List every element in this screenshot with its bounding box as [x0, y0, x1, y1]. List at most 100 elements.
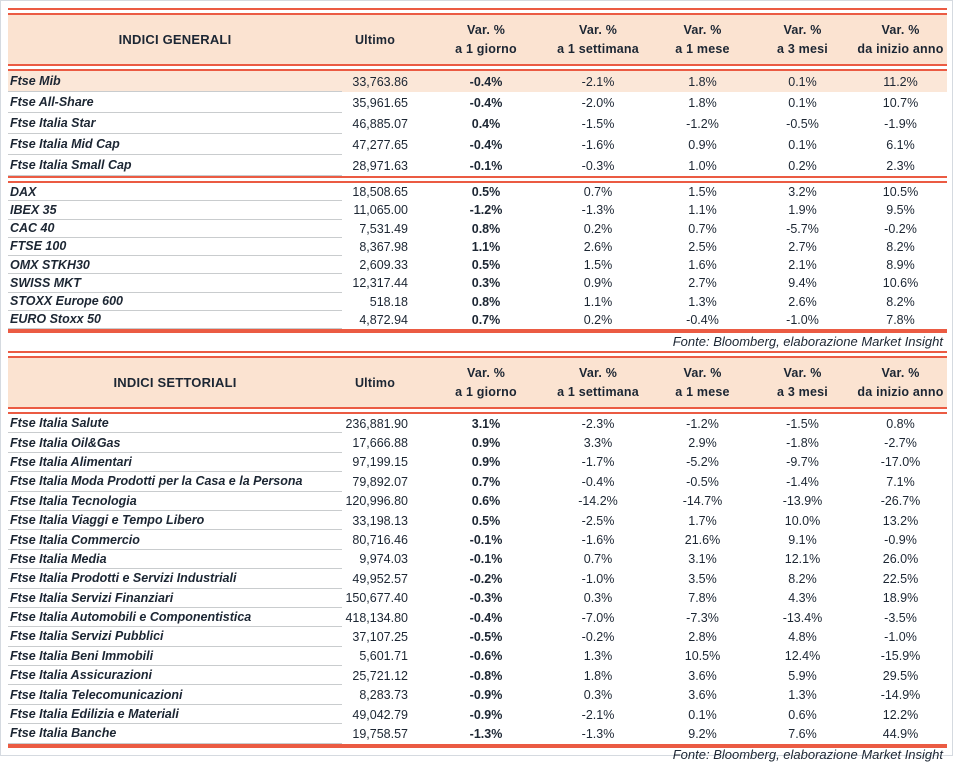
var-label: Var. %: [683, 365, 722, 380]
table-row: Ftse Italia Assicurazioni 25,721.12 -0.8% 1…: [8, 666, 947, 686]
var-3m-value: 2.7%: [788, 239, 817, 254]
ultimo-value: 418,134.80: [345, 610, 408, 625]
var-3m-value: 0.2%: [788, 158, 817, 173]
var-1d-value: 1.1%: [471, 239, 501, 254]
var-3m-value: -13.9%: [782, 494, 823, 509]
var-1m-value: 0.7%: [688, 221, 717, 236]
var-1d-value: -0.4%: [469, 137, 503, 152]
table-row: Ftse Italia Commercio 80,716.46 -0.1% -1.6%…: [8, 530, 947, 550]
var-ytd-value: 22.5%: [882, 571, 919, 586]
var-1m-value: 2.5%: [688, 239, 717, 254]
table-row: Ftse Italia Edilizia e Materiali 49,042.7…: [8, 705, 947, 725]
var-1m-value: 1.3%: [688, 294, 717, 309]
var-ytd-value: 7.1%: [886, 474, 915, 489]
period-label: a 1 giorno: [455, 384, 517, 399]
table-row: Ftse Italia Oil&Gas 17,666.88 0.9% 3.3% 2.9%…: [8, 433, 947, 453]
var-ytd-value: -26.7%: [880, 494, 921, 509]
table-title: INDICI GENERALI: [118, 32, 232, 47]
table-row: Ftse Italia Beni Immobili 5,601.71 -0.6% 1.…: [8, 647, 947, 667]
var-label: Var. %: [683, 22, 722, 37]
var-1d-value: 0.9%: [471, 455, 501, 470]
index-name: Ftse Italia Servizi Pubblici: [8, 627, 342, 647]
sector-indices-rows: Ftse Italia Salute 236,881.90 3.1% -2.3% -1.…: [8, 414, 947, 744]
table-row: IBEX 35 11,065.00 -1.2% -1.3% 1.1% 1.9% 9.5%: [8, 201, 947, 220]
col-header-ultimo: Ultimo: [354, 32, 396, 47]
var-1w-value: 1.8%: [583, 668, 613, 683]
var-1w-value: -1.6%: [581, 533, 615, 548]
period-label: da inizio anno: [857, 384, 944, 399]
ultimo-value: 49,952.57: [352, 571, 408, 586]
index-name: Ftse Italia Salute: [8, 414, 342, 434]
period-label: a 3 mesi: [777, 41, 828, 56]
var-3m-value: -1.8%: [786, 436, 819, 451]
var-ytd-value: 10.7%: [882, 95, 919, 110]
var-1w-value: -0.2%: [581, 629, 615, 644]
var-3m-value: -1.0%: [786, 312, 819, 327]
var-ytd-value: -0.2%: [884, 221, 917, 236]
var-1d-value: 0.5%: [471, 513, 501, 528]
var-1d-value: 0.8%: [471, 221, 501, 236]
var-ytd-value: -3.5%: [884, 610, 917, 625]
var-3m-value: 2.6%: [788, 294, 817, 309]
var-1w-value: -1.5%: [581, 116, 615, 131]
var-1w-value: 1.5%: [583, 258, 613, 273]
table-row: CAC 40 7,531.49 0.8% 0.2% 0.7% -5.7% -0.2%: [8, 220, 947, 238]
index-name: SWISS MKT: [8, 274, 342, 293]
var-1w-value: 0.7%: [583, 185, 613, 200]
var-3m-value: -5.7%: [786, 221, 819, 236]
var-ytd-value: 0.8%: [886, 416, 915, 431]
var-1w-value: -7.0%: [581, 610, 615, 625]
index-name: Ftse Italia Servizi Finanziari: [8, 589, 342, 608]
var-1d-value: -0.9%: [469, 707, 503, 722]
var-3m-value: -0.5%: [786, 116, 819, 131]
var-3m-value: -13.4%: [782, 610, 823, 625]
indici-generali-header: INDICI GENERALI Ultimo Var. % a 1 giorno…: [8, 15, 947, 64]
table-row: Ftse Italia Prodotti e Servizi Industria…: [8, 569, 947, 589]
index-name: Ftse Italia Moda Prodotti per la Casa e …: [8, 472, 342, 492]
table-row: Ftse Italia Telecomunicazioni 8,283.73 -0.…: [8, 685, 947, 705]
var-1m-value: -0.4%: [686, 312, 719, 327]
var-1w-value: -1.3%: [581, 726, 615, 741]
var-1m-value: 3.1%: [688, 552, 717, 567]
var-1w-value: -1.0%: [581, 571, 615, 586]
var-3m-value: 9.1%: [788, 533, 817, 548]
var-1w-value: 0.3%: [583, 688, 613, 703]
ultimo-value: 46,885.07: [352, 116, 408, 131]
ultimo-value: 28,971.63: [352, 158, 408, 173]
var-1w-value: 1.1%: [583, 294, 613, 309]
var-ytd-value: -1.9%: [884, 116, 917, 131]
var-1w-value: -1.7%: [581, 455, 615, 470]
var-ytd-value: 11.2%: [883, 74, 918, 89]
index-name: Ftse Italia Mid Cap: [8, 134, 342, 155]
var-1d-value: 3.1%: [471, 416, 501, 431]
table-title: INDICI SETTORIALI: [113, 375, 237, 390]
col-header-var-3m: Var. % a 3 mesi: [751, 364, 854, 402]
table-row: Ftse Italia Small Cap 28,971.63 -0.1% -0.3%…: [8, 155, 947, 176]
index-name: Ftse Italia Alimentari: [8, 453, 342, 473]
var-label: Var. %: [466, 365, 506, 380]
col-header-var-1w: Var. % a 1 settimana: [542, 21, 654, 59]
var-3m-value: 12.1%: [784, 552, 821, 567]
var-1d-value: -0.1%: [469, 158, 503, 173]
table-row: SWISS MKT 12,317.44 0.3% 0.9% 2.7% 9.4% 10.6%: [8, 274, 947, 293]
table-row: EURO Stoxx 50 4,872.94 0.7% 0.2% -0.4% -1.0% 7…: [8, 311, 947, 329]
index-name: Ftse Italia Oil&Gas: [8, 433, 342, 453]
var-1m-value: 1.0%: [688, 158, 717, 173]
var-1m-value: 1.8%: [688, 74, 717, 89]
var-1m-value: 2.7%: [688, 276, 717, 291]
table-row: Ftse Mib 33,763.86 -0.4% -2.1% 1.8% 0.1% 11.2%: [8, 71, 947, 92]
ultimo-value: 37,107.25: [352, 629, 408, 644]
var-1w-value: -2.0%: [581, 95, 615, 110]
index-name: Ftse Italia Edilizia e Materiali: [8, 705, 342, 725]
var-1d-value: -0.1%: [469, 533, 503, 548]
index-name: Ftse Italia Prodotti e Servizi Industria…: [8, 569, 342, 589]
var-1d-value: -0.5%: [469, 629, 503, 644]
period-label: a 1 giorno: [455, 41, 517, 56]
table-row: Ftse Italia Mid Cap 47,277.65 -0.4% -1.6% 0.…: [8, 134, 947, 155]
table-row: DAX 18,508.65 0.5% 0.7% 1.5% 3.2% 10.5%: [8, 183, 947, 202]
var-3m-value: 4.8%: [788, 629, 817, 644]
var-ytd-value: -15.9%: [880, 649, 921, 664]
table-top-rule: [8, 8, 947, 15]
ultimo-value: 9,974.03: [359, 552, 408, 567]
period-label: a 1 mese: [675, 41, 730, 56]
